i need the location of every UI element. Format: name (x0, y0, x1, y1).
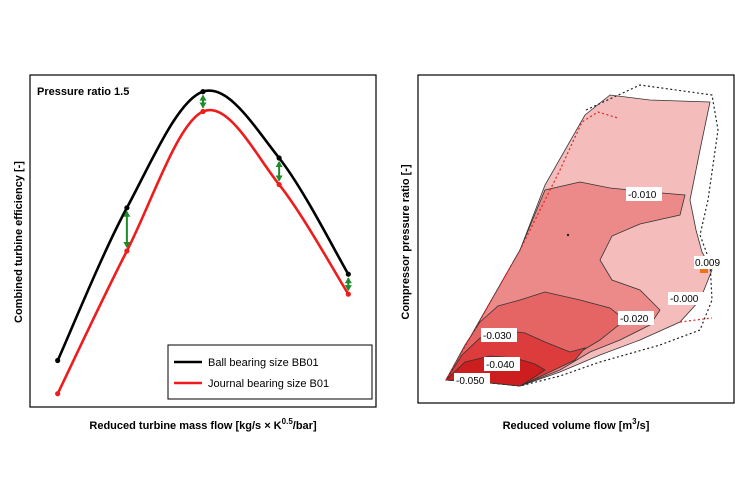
contour-label-0-009: 0.009 (695, 258, 720, 269)
legend-frame (167, 344, 373, 400)
contour-label-minus-0-050: -0.050 (456, 376, 485, 387)
data-point-s0-3 (276, 155, 282, 161)
contour-label-minus-0-000: -0.000 (670, 294, 699, 305)
data-point-s0-1 (124, 205, 130, 211)
difference-arrow-head-2-0 (199, 94, 207, 101)
label-bg (618, 311, 654, 325)
difference-arrow-head-1-0 (123, 210, 131, 217)
data-point-s0-2 (200, 89, 206, 95)
difference-arrow-head-3-0 (275, 161, 283, 167)
contour-label-minus-0-040: -0.040 (486, 360, 515, 371)
legend-label-ball-bearing: Ball bearing size BB01 (208, 357, 319, 369)
efficiency-difference-arrows (123, 94, 352, 292)
label-bg (481, 328, 517, 342)
left-plot-frame (29, 74, 377, 408)
data-point-s1-1 (124, 248, 130, 254)
difference-arrow-head-2-1 (199, 102, 207, 109)
label-bg (484, 357, 520, 371)
inner-point (566, 233, 570, 237)
right-plot-frame (417, 74, 735, 404)
left-series-layer (55, 89, 351, 397)
difference-arrow-head-1-1 (123, 241, 131, 248)
contour-label-minus-0-020: -0.020 (620, 314, 649, 325)
label-bg (626, 187, 662, 201)
left-chart: Pressure ratio 1.5 Ball bearing size BB0… (13, 74, 377, 432)
data-point-s0-4 (345, 271, 351, 277)
right-chart: -0.010 0.009 -0.000 -0.020 -0.030 -0.040… (400, 74, 735, 432)
difference-arrow-head-3-1 (275, 175, 283, 182)
data-point-s1-3 (276, 181, 282, 188)
data-point-s1-4 (345, 291, 351, 297)
data-point-s1-0 (55, 391, 61, 397)
left-y-axis-label: Combined turbine efficiency [-] (13, 161, 25, 323)
series-line-0 (56, 89, 350, 362)
legend-label-journal-bearing: Journal bearing size B01 (208, 378, 329, 390)
label-bg (668, 292, 704, 305)
contour-labels: -0.010 0.009 -0.000 -0.020 -0.030 -0.040… (454, 187, 724, 387)
label-bg (694, 256, 724, 269)
data-point-s0-0 (55, 357, 61, 364)
red-dotted-boundary-right (679, 317, 713, 323)
difference-arrow-head-4-1 (344, 285, 352, 292)
contour-label-minus-0-030: -0.030 (483, 331, 512, 342)
left-x-axis-label: Reduced turbine mass flow [kg/s × K0.5/b… (89, 417, 317, 432)
pressure-ratio-note: Pressure ratio 1.5 (37, 86, 129, 98)
contour-label-minus-0-010: -0.010 (628, 190, 657, 201)
left-legend: Ball bearing size BB01 Journal bearing s… (167, 344, 373, 400)
difference-arrow-head-4-0 (344, 277, 352, 284)
right-y-axis-label: Compressor pressure ratio [-] (400, 164, 412, 320)
label-bg (454, 373, 490, 387)
right-x-axis-label: Reduced volume flow [m3/s] (503, 417, 650, 432)
data-point-s1-2 (200, 108, 206, 115)
